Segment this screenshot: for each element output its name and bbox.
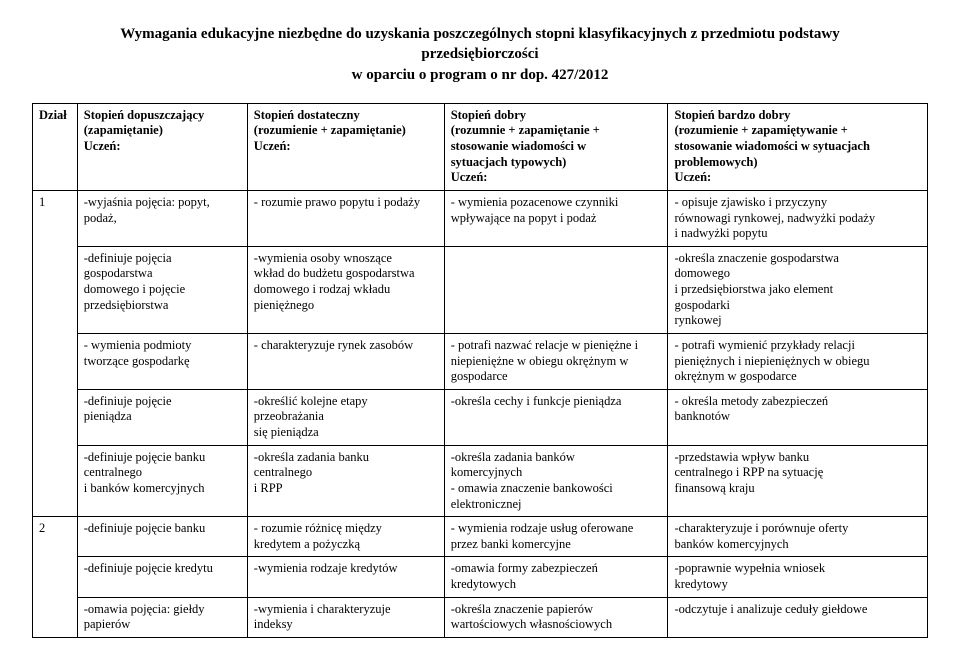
cell: -określa zadania banków komercyjnych - o… bbox=[444, 445, 668, 517]
cell: -poprawnie wypełnia wniosek kredytowy bbox=[668, 557, 928, 597]
cell: -charakteryzuje i porównuje oferty bankó… bbox=[668, 517, 928, 557]
cell: - opisuje zjawisko i przyczyny równowagi… bbox=[668, 190, 928, 246]
cell: -definiuje pojęcia gospodarstwa domowego… bbox=[77, 246, 247, 333]
table-row: -omawia pojęcia: giełdy papierów -wymien… bbox=[33, 597, 928, 637]
cell: -omawia pojęcia: giełdy papierów bbox=[77, 597, 247, 637]
section-number: 2 bbox=[33, 517, 78, 638]
cell: -odczytuje i analizuje ceduły giełdowe bbox=[668, 597, 928, 637]
title-line-3: w oparciu o program o nr dop. 427/2012 bbox=[352, 67, 609, 83]
cell: - określa metody zabezpieczeń banknotów bbox=[668, 389, 928, 445]
cell: -wyjaśnia pojęcia: popyt, podaż, bbox=[77, 190, 247, 246]
cell: - charakteryzuje rynek zasobów bbox=[247, 333, 444, 389]
cell: -definiuje pojęcie banku bbox=[77, 517, 247, 557]
table-row: 1 -wyjaśnia pojęcia: popyt, podaż, - roz… bbox=[33, 190, 928, 246]
cell: -definiuje pojęcie kredytu bbox=[77, 557, 247, 597]
cell: -wymienia osoby wnoszące wkład do budżet… bbox=[247, 246, 444, 333]
cell: - rozumie różnicę między kredytem a poży… bbox=[247, 517, 444, 557]
table-row: - wymienia podmioty tworzące gospodarkę … bbox=[33, 333, 928, 389]
table-row: -definiuje pojęcie banku centralnego i b… bbox=[33, 445, 928, 517]
document-title: Wymagania edukacyjne niezbędne do uzyska… bbox=[32, 24, 928, 85]
requirements-table: Dział Stopień dopuszczający (zapamiętani… bbox=[32, 103, 928, 638]
cell: - potrafi wymienić przykłady relacji pie… bbox=[668, 333, 928, 389]
cell: -określa znaczenie papierów wartościowyc… bbox=[444, 597, 668, 637]
section-number: 1 bbox=[33, 190, 78, 516]
table-row: -definiuje pojęcia gospodarstwa domowego… bbox=[33, 246, 928, 333]
cell: -określa zadania banku centralnego i RPP bbox=[247, 445, 444, 517]
col-dostateczny: Stopień dostateczny (rozumienie + zapami… bbox=[247, 103, 444, 190]
cell: -określić kolejne etapy przeobrażania si… bbox=[247, 389, 444, 445]
col-bardzo-dobry: Stopień bardzo dobry (rozumienie + zapam… bbox=[668, 103, 928, 190]
cell: - potrafi nazwać relacje w pieniężne i n… bbox=[444, 333, 668, 389]
title-line-1: Wymagania edukacyjne niezbędne do uzyska… bbox=[120, 26, 840, 42]
cell: - wymienia pozacenowe czynniki wpływając… bbox=[444, 190, 668, 246]
col-dobry: Stopień dobry (rozumnie + zapamiętanie +… bbox=[444, 103, 668, 190]
table-row: -definiuje pojęcie pieniądza -określić k… bbox=[33, 389, 928, 445]
cell bbox=[444, 246, 668, 333]
col-dopuszczajacy: Stopień dopuszczający (zapamiętanie) Ucz… bbox=[77, 103, 247, 190]
cell: -wymienia i charakteryzuje indeksy bbox=[247, 597, 444, 637]
title-line-2: przedsiębiorczości bbox=[421, 46, 538, 62]
cell: - wymienia rodzaje usług oferowane przez… bbox=[444, 517, 668, 557]
table-row: 2 -definiuje pojęcie banku - rozumie róż… bbox=[33, 517, 928, 557]
cell: -przedstawia wpływ banku centralnego i R… bbox=[668, 445, 928, 517]
cell: - rozumie prawo popytu i podaży bbox=[247, 190, 444, 246]
cell: - wymienia podmioty tworzące gospodarkę bbox=[77, 333, 247, 389]
table-row: -definiuje pojęcie kredytu -wymienia rod… bbox=[33, 557, 928, 597]
col-dzial: Dział bbox=[33, 103, 78, 190]
cell: -wymienia rodzaje kredytów bbox=[247, 557, 444, 597]
cell: -omawia formy zabezpieczeń kredytowych bbox=[444, 557, 668, 597]
cell: -określa znaczenie gospodarstwa domowego… bbox=[668, 246, 928, 333]
cell: -definiuje pojęcie banku centralnego i b… bbox=[77, 445, 247, 517]
cell: -definiuje pojęcie pieniądza bbox=[77, 389, 247, 445]
cell: -określa cechy i funkcje pieniądza bbox=[444, 389, 668, 445]
table-header-row: Dział Stopień dopuszczający (zapamiętani… bbox=[33, 103, 928, 190]
